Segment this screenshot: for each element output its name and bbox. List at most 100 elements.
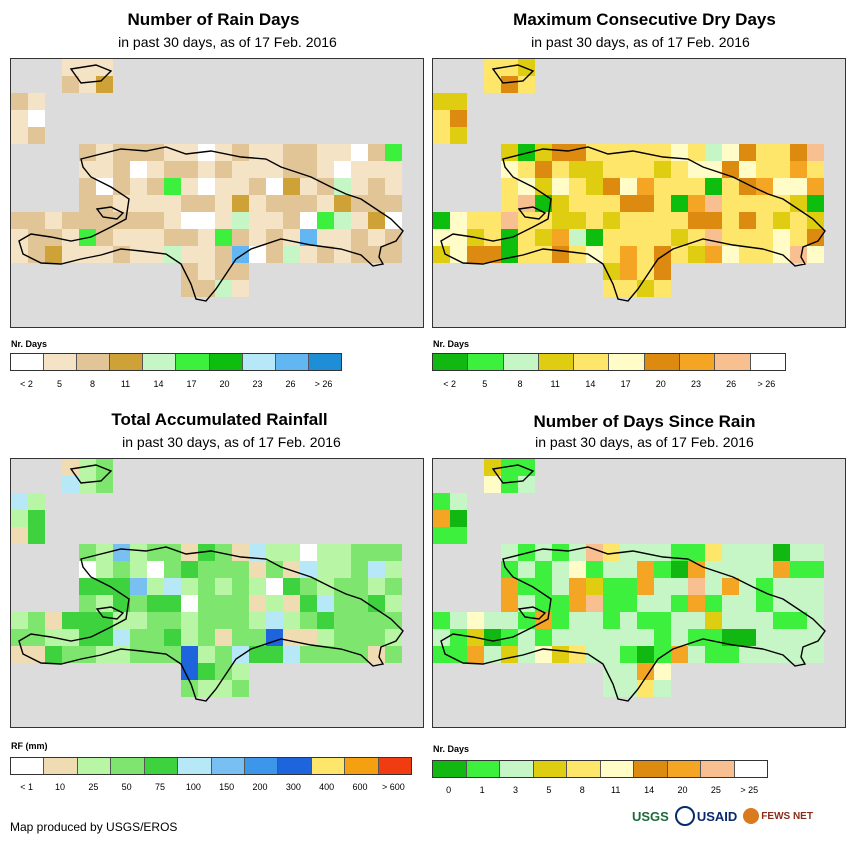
grid-cell	[300, 578, 317, 595]
grid-cell	[198, 646, 215, 663]
grid-cell	[671, 212, 688, 229]
grid-cell	[603, 212, 620, 229]
grid-cell	[654, 629, 671, 646]
legend-label: 400	[319, 782, 335, 792]
grid-cell	[722, 595, 739, 612]
grid-cell	[164, 578, 181, 595]
grid-cell	[484, 212, 501, 229]
legend-label: 20	[219, 379, 230, 389]
grid-cell	[671, 646, 688, 663]
grid-cell	[283, 229, 300, 246]
legend-label: 100	[185, 782, 201, 792]
grid-cell	[705, 212, 722, 229]
grid-cell	[198, 246, 215, 263]
grid-cell	[620, 680, 637, 697]
grid-cell	[552, 612, 569, 629]
grid-cell	[300, 544, 317, 561]
grid-cell	[722, 229, 739, 246]
grid-cell	[773, 544, 790, 561]
grid-cell	[552, 595, 569, 612]
legend-label: 17	[186, 379, 197, 389]
grid-cell	[586, 646, 603, 663]
grid-cell	[518, 612, 535, 629]
grid-cell	[603, 161, 620, 178]
legend-swatch	[468, 354, 504, 370]
grid-cell	[351, 229, 368, 246]
grid-cell	[181, 178, 198, 195]
grid-cell	[130, 161, 147, 178]
grid-cell	[181, 229, 198, 246]
grid-cell	[147, 595, 164, 612]
legend-labels: < 1 10 25 50 75 100 150 200 300 400 600 > 600	[10, 782, 410, 794]
grid-cell	[773, 161, 790, 178]
grid-cell	[96, 59, 113, 76]
grid-cell	[249, 212, 266, 229]
grid-cell	[147, 612, 164, 629]
grid-cell	[232, 161, 249, 178]
grid-cell	[28, 612, 45, 629]
usgs-logo: USGS	[632, 808, 669, 824]
legend-swatch	[433, 354, 469, 370]
legend-swatch	[701, 761, 735, 777]
grid-cell	[739, 212, 756, 229]
grid-cell	[620, 663, 637, 680]
grid-cell	[334, 629, 351, 646]
grid-cell	[722, 144, 739, 161]
grid-cell	[283, 212, 300, 229]
grid-cell	[283, 578, 300, 595]
legend-swatch	[433, 761, 467, 777]
legend-swatch	[110, 354, 144, 370]
grid-cell	[603, 246, 620, 263]
grid-cell	[198, 229, 215, 246]
legend-swatch	[750, 354, 785, 370]
grid-cell	[637, 246, 654, 263]
grid-cell	[96, 76, 113, 93]
grid-cell	[181, 544, 198, 561]
panel-title: Number of Days Since Rain	[533, 412, 756, 431]
grid-cell	[283, 612, 300, 629]
grid-cell	[215, 544, 232, 561]
grid-cell	[484, 459, 501, 476]
grid-cell	[283, 161, 300, 178]
grid-cell	[433, 93, 450, 110]
grid-cell	[467, 646, 484, 663]
grid-cell	[249, 612, 266, 629]
grid-cell	[215, 595, 232, 612]
grid-cell	[385, 178, 402, 195]
island-outline	[69, 464, 113, 484]
grid-cell	[232, 178, 249, 195]
grid-cell	[654, 578, 671, 595]
grid-cell	[215, 246, 232, 263]
grid-cell	[535, 561, 552, 578]
grid-cell	[671, 144, 688, 161]
grid-cell	[433, 110, 450, 127]
grid-cell	[45, 246, 62, 263]
grid-cell	[164, 595, 181, 612]
grid-cell	[232, 195, 249, 212]
grid-cell	[569, 161, 586, 178]
panel-subtitle: in past 30 days, as of 17 Feb. 2016	[535, 434, 754, 450]
grid-cell	[569, 212, 586, 229]
grid-cell	[637, 663, 654, 680]
grid-cell	[351, 544, 368, 561]
grid-cell	[773, 195, 790, 212]
grid-cell	[79, 578, 96, 595]
grid-cell	[147, 178, 164, 195]
grid-cell	[671, 178, 688, 195]
legend-swatch	[11, 354, 45, 370]
map-svg	[433, 59, 826, 302]
grid-cell	[181, 144, 198, 161]
grid-cell	[62, 646, 79, 663]
grid-cell	[130, 612, 147, 629]
legend-swatch	[538, 354, 575, 370]
legend-label: 0	[446, 785, 452, 795]
grid-cell	[96, 212, 113, 229]
legend-label: 17	[620, 379, 631, 389]
grid-cell	[807, 212, 824, 229]
grid-cell	[637, 544, 654, 561]
grid-cell	[198, 663, 215, 680]
legend-swatch	[77, 758, 112, 774]
grid-cell	[569, 646, 586, 663]
grid-cell	[198, 212, 215, 229]
grid-cell	[620, 280, 637, 297]
